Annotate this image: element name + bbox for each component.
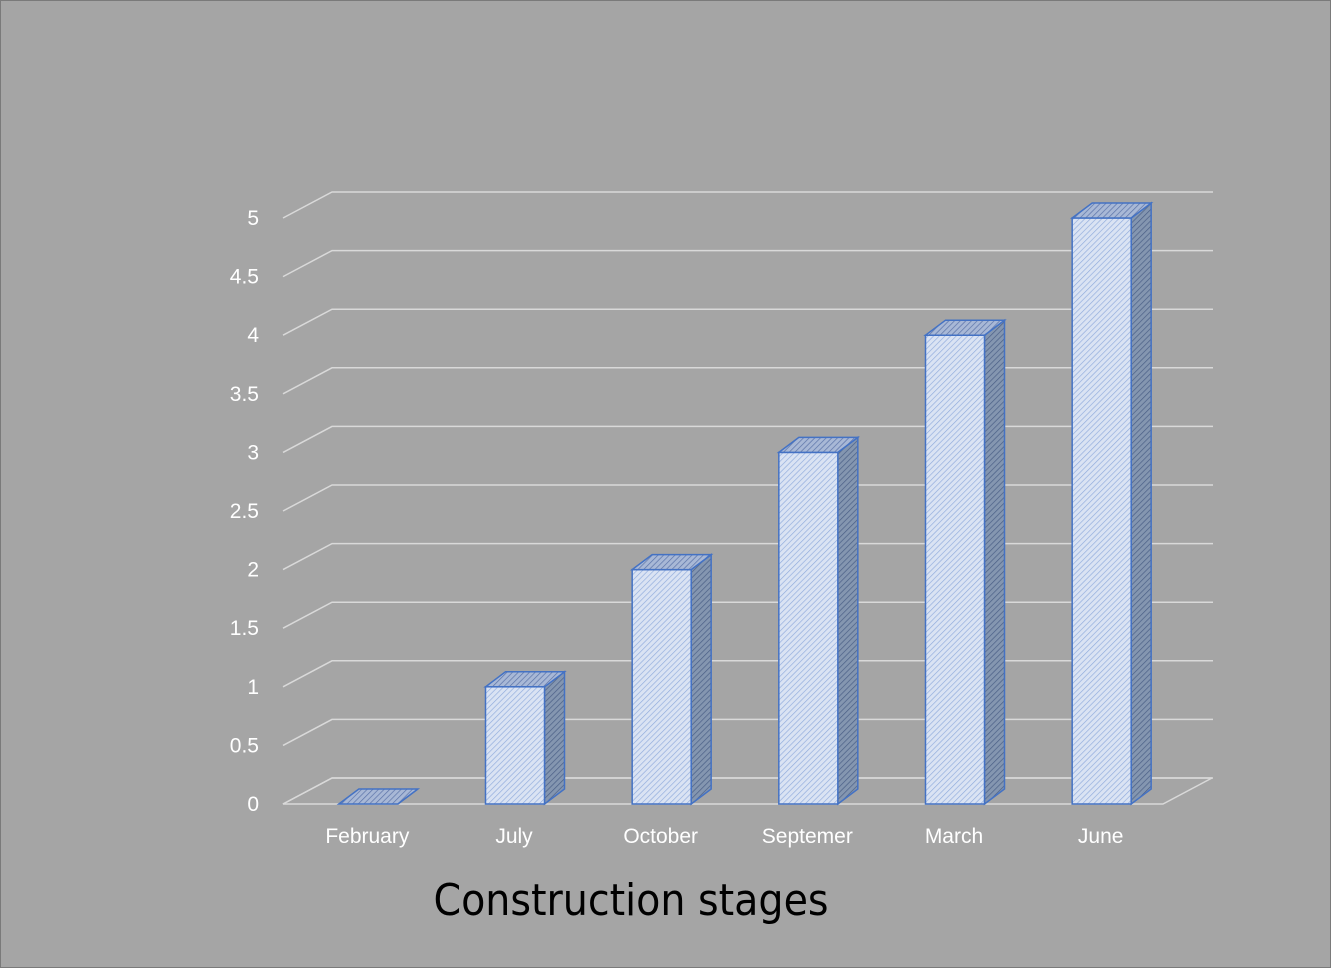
bar-top-face	[923, 319, 1007, 336]
gridline	[282, 542, 1213, 571]
gridline	[282, 718, 1213, 747]
bar	[776, 435, 861, 806]
bar-front-face	[1071, 217, 1132, 805]
gridline	[282, 308, 1213, 336]
y-tick-label: 0	[247, 793, 259, 816]
y-tick-label: 3	[247, 441, 259, 464]
y-tick-label: 1.5	[230, 617, 259, 640]
x-tick-label: February	[325, 825, 410, 848]
y-tick-label: 4	[247, 324, 259, 347]
bar-top-face	[336, 788, 421, 805]
gridline	[282, 191, 1213, 219]
bar	[483, 670, 567, 806]
x-tick-label: Septemer	[762, 825, 853, 848]
bar	[923, 318, 1007, 806]
x-tick-label: June	[1078, 825, 1124, 848]
bar	[629, 553, 714, 806]
y-tick-label: 5	[247, 207, 259, 230]
y-tick-label: 3.5	[230, 383, 259, 406]
y-tick-label: 4.5	[230, 266, 259, 289]
bar	[336, 788, 421, 805]
y-tick-label: 1	[247, 676, 259, 699]
bar-top-face	[1069, 202, 1154, 219]
bar-front-face	[778, 451, 839, 805]
bar-top-face	[776, 436, 861, 454]
bar-side-face	[1130, 201, 1152, 806]
bars	[336, 201, 1154, 806]
bar-side-face	[543, 670, 566, 806]
gridline	[282, 777, 1213, 805]
y-axis-ticks: 0 0.5 1 1.5 2 2.5 3 3.5 4 4.5 5	[230, 207, 260, 816]
x-tick-label: October	[623, 825, 698, 848]
bar-side-face	[690, 553, 712, 806]
gridline	[282, 425, 1213, 454]
chart-title: Construction stages	[433, 875, 828, 926]
gridline	[282, 367, 1213, 395]
bar	[1069, 201, 1154, 806]
x-tick-label: July	[495, 825, 533, 848]
x-tick-label: March	[925, 825, 983, 848]
gridline	[282, 249, 1213, 278]
gridline	[282, 484, 1213, 512]
bar-front-face	[924, 334, 986, 805]
y-tick-label: 2.5	[230, 500, 259, 523]
x-axis-labels: February July October Septemer March June	[325, 825, 1123, 848]
bar-top-face	[483, 671, 567, 688]
bar-side-face	[837, 435, 859, 806]
y-tick-label: 0.5	[230, 734, 259, 757]
y-tick-label: 2	[247, 559, 259, 582]
gridline	[282, 660, 1213, 688]
gridline	[282, 601, 1213, 629]
bar-side-face	[983, 318, 1006, 806]
bar-front-face	[484, 686, 546, 805]
bar-top-face	[629, 553, 714, 571]
gridlines	[282, 191, 1213, 805]
bar-front-face	[631, 568, 692, 805]
